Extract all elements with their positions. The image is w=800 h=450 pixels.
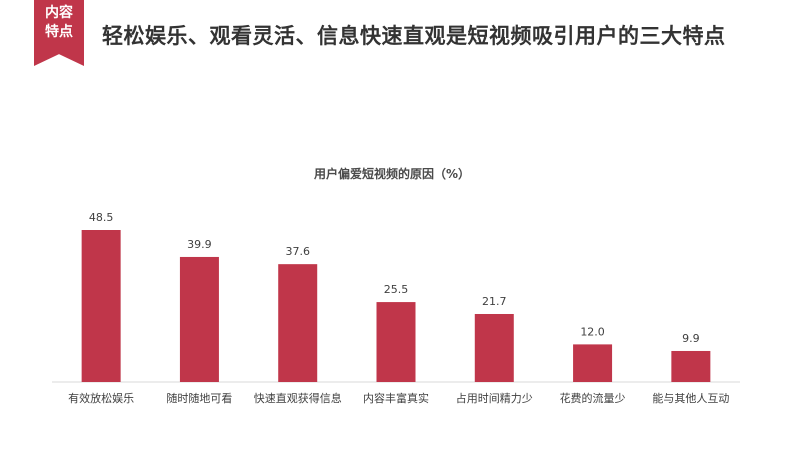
- page-headline: 轻松娱乐、观看灵活、信息快速直观是短视频吸引用户的三大特点: [102, 24, 726, 48]
- category-label-7: 能与其他人互动: [652, 391, 729, 405]
- value-label-4: 25.5: [384, 283, 409, 296]
- category-label-4: 内容丰富真实: [363, 391, 429, 405]
- bar-4: [376, 302, 416, 382]
- category-label-5: 占用时间精力少: [456, 391, 533, 405]
- value-label-6: 12.0: [580, 325, 605, 338]
- bar-3: [278, 264, 318, 382]
- bar-6: [573, 344, 613, 382]
- badge-line-2: 特点: [45, 24, 73, 40]
- category-label-1: 有效放松娱乐: [68, 391, 134, 405]
- value-label-1: 48.5: [89, 211, 114, 224]
- badge-line-1: 内容: [45, 5, 73, 21]
- value-label-5: 21.7: [482, 295, 507, 308]
- bar-1: [81, 230, 121, 382]
- value-label-2: 39.9: [187, 238, 212, 251]
- bar-2: [179, 256, 219, 382]
- bar-5: [474, 313, 514, 382]
- category-label-2: 随时随地可看: [166, 391, 232, 405]
- chart-title: 用户偏爱短视频的原因（%）: [313, 166, 470, 181]
- category-label-6: 花费的流量少: [560, 391, 626, 405]
- category-label-3: 快速直观获得信息: [254, 391, 342, 405]
- bars-group: 48.5 有效放松娱乐 39.9 随时随地可看 37.6 快速直观获得信息 25.5 内容丰富…: [68, 211, 729, 405]
- value-label-7: 9.9: [682, 332, 700, 345]
- value-label-3: 37.6: [285, 245, 310, 258]
- bar-7: [671, 350, 711, 382]
